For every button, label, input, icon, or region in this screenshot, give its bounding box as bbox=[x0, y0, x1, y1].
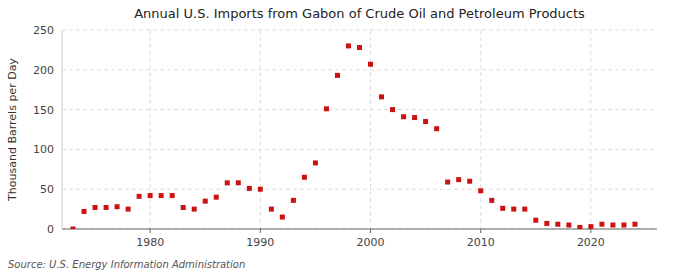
point bbox=[313, 160, 318, 165]
point bbox=[467, 179, 472, 184]
point bbox=[269, 207, 274, 212]
y-tick-label: 150 bbox=[33, 104, 54, 117]
y-grid-line bbox=[62, 109, 657, 110]
point bbox=[456, 177, 461, 182]
point bbox=[390, 107, 395, 112]
point bbox=[236, 180, 241, 185]
point bbox=[610, 223, 615, 228]
point bbox=[159, 193, 164, 198]
x-grid-line bbox=[370, 30, 371, 229]
y-grid-line bbox=[62, 189, 657, 190]
point bbox=[137, 194, 142, 199]
point bbox=[566, 223, 571, 228]
point bbox=[93, 205, 98, 210]
x-grid-line bbox=[590, 30, 591, 229]
y-tick-label: 250 bbox=[33, 24, 54, 37]
point bbox=[104, 205, 109, 210]
point bbox=[148, 193, 153, 198]
x-grid-line bbox=[150, 30, 151, 229]
point bbox=[192, 207, 197, 212]
point bbox=[258, 187, 263, 192]
x-tick bbox=[590, 229, 591, 233]
point bbox=[71, 227, 76, 230]
point bbox=[126, 207, 131, 212]
x-tick bbox=[150, 229, 151, 233]
point bbox=[423, 119, 428, 124]
x-tick-label: 1990 bbox=[246, 236, 274, 249]
x-tick bbox=[370, 229, 371, 233]
y-grid-line bbox=[62, 149, 657, 150]
point bbox=[170, 193, 175, 198]
x-grid-line bbox=[260, 30, 261, 229]
source-note: Source: U.S. Energy Information Administ… bbox=[8, 259, 245, 270]
point bbox=[621, 223, 626, 228]
point bbox=[214, 195, 219, 200]
point bbox=[412, 115, 417, 120]
point bbox=[379, 94, 384, 99]
point bbox=[577, 225, 582, 229]
point bbox=[302, 175, 307, 180]
y-tick-label: 50 bbox=[40, 183, 54, 196]
point bbox=[82, 209, 87, 214]
y-tick-label: 100 bbox=[33, 143, 54, 156]
y-tick-label: 200 bbox=[33, 64, 54, 77]
point bbox=[522, 207, 527, 212]
point bbox=[632, 222, 637, 227]
x-tick-label: 2000 bbox=[357, 236, 385, 249]
y-grid-line bbox=[62, 30, 657, 31]
y-tick-label: 0 bbox=[47, 223, 54, 236]
point bbox=[533, 218, 538, 223]
point bbox=[434, 126, 439, 131]
point bbox=[203, 199, 208, 204]
y-axis-line bbox=[62, 30, 63, 229]
point bbox=[401, 114, 406, 119]
grid bbox=[62, 30, 657, 229]
point bbox=[225, 180, 230, 185]
title: Annual U.S. Imports from Gabon of Crude … bbox=[134, 6, 585, 21]
point bbox=[544, 221, 549, 226]
point bbox=[357, 45, 362, 50]
x-grid-line bbox=[480, 30, 481, 229]
chart: 0 50 100 150 200 250 1980 1990 2000 2010 2020 Annua… bbox=[0, 0, 675, 275]
point bbox=[445, 180, 450, 185]
point bbox=[181, 205, 186, 210]
point bbox=[346, 43, 351, 48]
point bbox=[489, 198, 494, 203]
point bbox=[368, 62, 373, 67]
x-axis-line bbox=[62, 229, 657, 230]
x-tick-label: 2020 bbox=[577, 236, 605, 249]
point bbox=[335, 73, 340, 78]
x-tick bbox=[260, 229, 261, 233]
point bbox=[511, 207, 516, 212]
point bbox=[115, 204, 120, 209]
y-grid-line bbox=[62, 69, 657, 70]
y-grid-line bbox=[62, 229, 657, 230]
x-tick bbox=[480, 229, 481, 233]
points bbox=[71, 43, 638, 229]
point bbox=[280, 215, 285, 220]
point bbox=[291, 198, 296, 203]
point bbox=[599, 222, 604, 227]
point bbox=[247, 186, 252, 191]
x-tick-label: 1980 bbox=[136, 236, 164, 249]
point bbox=[478, 188, 483, 193]
x-tick-label: 2010 bbox=[467, 236, 495, 249]
point bbox=[500, 206, 505, 211]
y-axis-label: Thousand Barrels per Day bbox=[6, 58, 19, 202]
point bbox=[555, 222, 560, 227]
point bbox=[588, 224, 593, 229]
point bbox=[324, 106, 329, 111]
